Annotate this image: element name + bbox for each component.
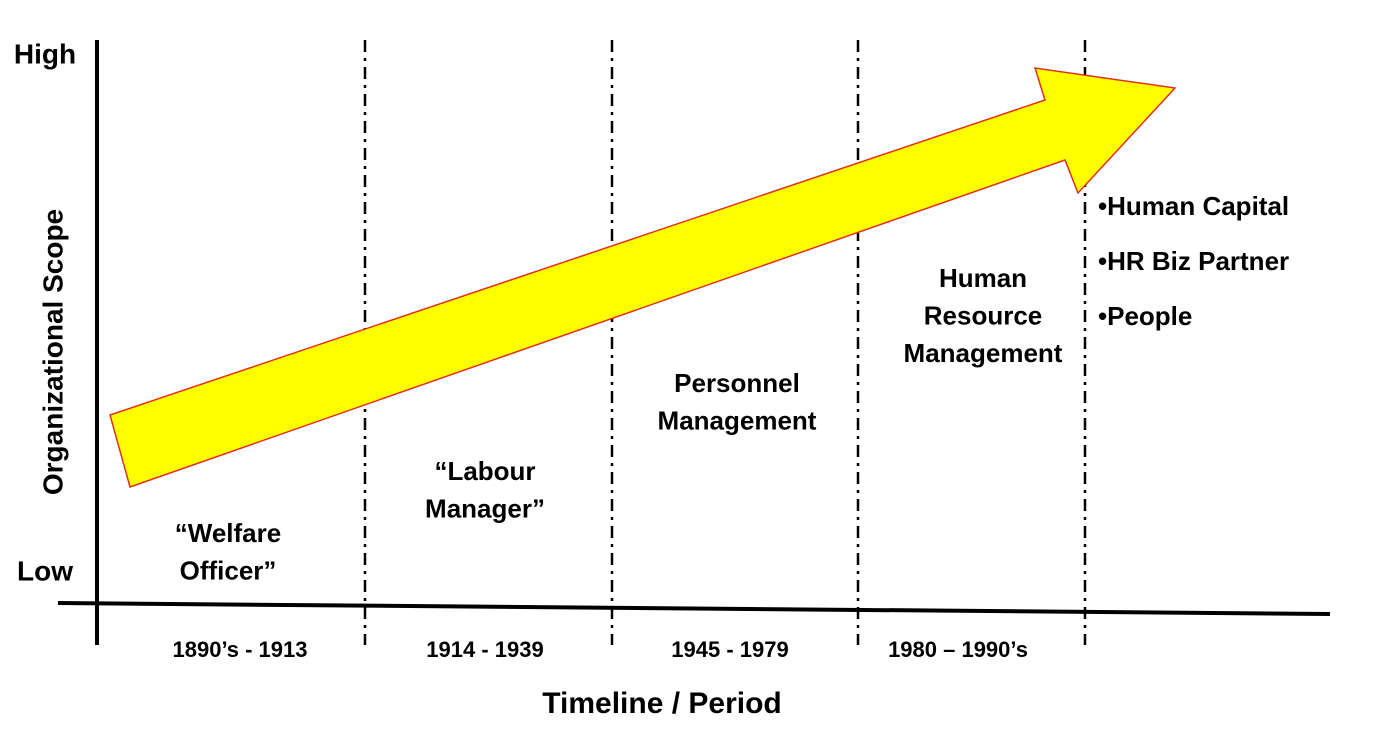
period-label: Human <box>939 263 1027 293</box>
period-dates: 1890’s - 1913 <box>173 637 308 662</box>
period-label: Management <box>658 405 817 435</box>
y-axis-title: Organizational Scope <box>37 209 68 495</box>
period-label: Resource <box>924 300 1043 330</box>
period-dates: 1914 - 1939 <box>426 637 543 662</box>
x-axis <box>57 601 1331 616</box>
period-label: Manager” <box>425 493 545 523</box>
growth-arrow <box>109 67 1177 488</box>
future-item: •Human Capital <box>1098 191 1289 221</box>
period-label: Officer” <box>180 555 277 585</box>
labels: “Welfare Officer” 1890’s - 1913 “Labour Mana… <box>173 191 1290 662</box>
x-axis-title: Timeline / Period <box>542 687 782 720</box>
high-label: High <box>14 38 76 69</box>
period-label: “Labour <box>434 456 535 486</box>
future-item: •People <box>1098 301 1192 331</box>
period-dates: 1980 – 1990’s <box>888 637 1028 662</box>
period-label: Personnel <box>674 368 800 398</box>
low-label: Low <box>17 555 73 586</box>
period-label: “Welfare <box>175 518 281 548</box>
period-dates: 1945 - 1979 <box>671 637 788 662</box>
future-item: •HR Biz Partner <box>1098 246 1289 276</box>
period-label: Management <box>904 338 1063 368</box>
